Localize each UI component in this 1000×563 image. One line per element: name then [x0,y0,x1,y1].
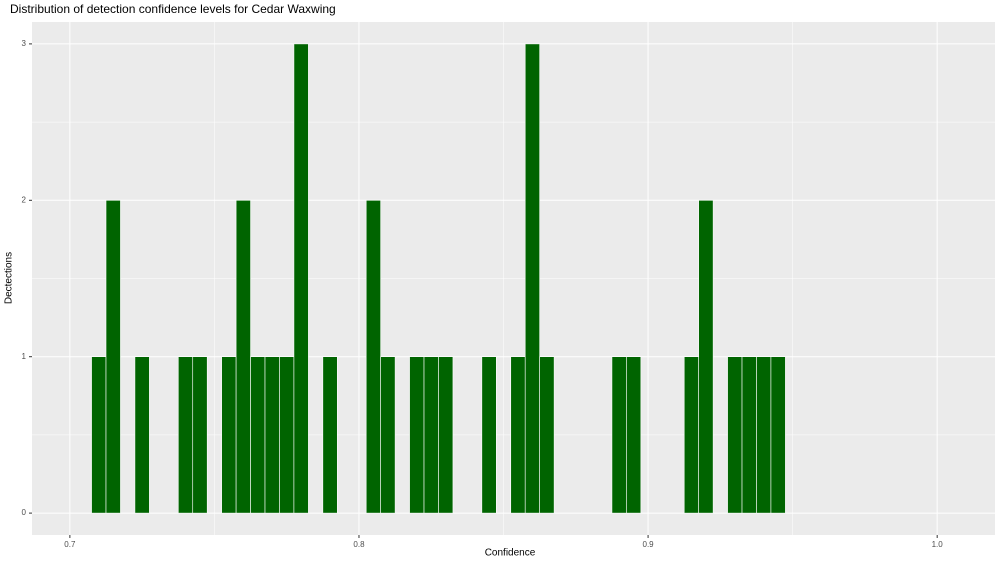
bar [250,356,266,514]
bar [365,199,381,514]
bar [134,356,150,514]
bar [698,199,714,514]
bar [756,356,772,514]
y-tick-label: 2 [22,195,27,204]
x-tick-label: 0.7 [64,540,76,549]
bar [91,356,107,514]
bar [438,356,454,514]
x-axis-title: Confidence [485,548,536,559]
bar [524,43,540,514]
y-tick-label: 1 [22,352,27,361]
bar [105,199,121,514]
bar [177,356,194,514]
bar [683,356,699,514]
y-tick-label: 3 [22,39,27,48]
bar [423,356,439,514]
bar [192,356,208,514]
bar [510,356,526,514]
bar [221,356,237,514]
bar [770,356,786,514]
chart-title: Distribution of detection confidence lev… [10,2,336,16]
bar [409,356,425,514]
bar [727,356,743,514]
x-tick-label: 1.0 [932,540,944,549]
bar [481,356,497,514]
bar [279,356,295,514]
x-tick-label: 0.9 [643,540,655,549]
bar [741,356,757,514]
y-axis-title: Dectections [4,252,15,304]
x-tick-label: 0.8 [353,540,365,549]
bar [264,356,280,514]
bar [611,356,627,514]
bar [235,199,251,514]
bar [626,356,642,514]
y-tick-label: 0 [22,508,27,517]
bar [380,356,396,514]
bar [293,43,309,514]
bar [539,356,555,514]
bar [322,356,338,514]
